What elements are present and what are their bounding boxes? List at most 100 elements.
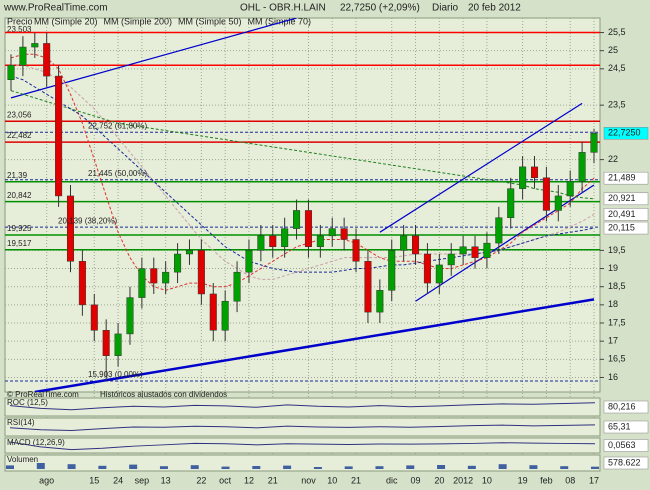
candle-body [185,250,193,255]
y-tick-label: 18,5 [608,281,626,291]
y-tick-label: 17 [608,336,618,346]
x-tick-label: 15 [89,475,99,485]
indicator-line [9,441,596,451]
candle-body [316,235,324,248]
candle-body [542,177,550,211]
candle-body [376,290,384,313]
x-tick-label: 21 [351,475,361,485]
indicator-bar [283,465,292,469]
x-tick-label: 21 [268,475,278,485]
value-box-label: 80,216 [608,401,636,411]
candle-body [328,228,336,237]
x-tick-label: 17 [589,475,599,485]
candle-body [530,166,539,179]
candle-body [245,250,253,273]
x-tick-label: 2012 [453,475,473,485]
y-tick-label: 22 [608,154,618,164]
indicator-panel [4,397,601,417]
x-tick-label: 20 [434,475,444,485]
indicator-line [9,402,596,411]
indicator-bar [344,466,353,469]
candle-body [174,253,182,273]
fib-label: 15,903 (0,00%) [88,370,143,379]
candle-body [150,268,158,284]
value-box [603,439,649,452]
moving-average [10,53,595,291]
x-tick-label: sep [135,475,150,485]
value-box-label: 20,921 [608,193,636,203]
value-box-label: 21,489 [608,173,636,183]
indicator-bar [190,465,199,469]
period: Diario [432,3,459,14]
legend-entry: MM (Simple 50) [178,16,242,26]
candle-body [209,293,217,331]
fib-label: 22,752 (61,80%) [88,121,147,130]
indicator-panel [4,437,601,454]
x-tick-label: ago [39,475,54,485]
value-box [603,208,649,221]
annotation: 23,503 [7,25,32,34]
value-box-label: 65,31 [608,421,631,431]
candle-body [7,64,15,80]
fib-label: 21,445 (50,00%) [88,169,147,178]
candle-body [197,250,205,295]
y-tick-label: 18 [608,299,618,309]
indicator-bar [221,466,230,469]
indicator-bar [252,466,261,469]
candle-body [423,253,431,284]
candle-body [162,271,170,284]
x-tick-label: dic [386,475,398,485]
x-tick-label: nov [301,475,316,485]
indicator-bar [406,465,415,469]
indicator-bar [467,465,476,469]
value-box [603,221,649,235]
value-box-label: 578.622 [608,457,641,467]
indicator-name: ROC (12,5) [7,398,48,407]
level-label: 19,925 [7,224,32,233]
indicator-bar [591,466,599,469]
date: 20 feb 2012 [468,3,521,14]
y-tick-label: 19,5 [608,245,626,255]
value-box [603,171,649,185]
moving-average [10,90,595,200]
candle-body [519,166,527,189]
value-box [603,127,649,140]
candle-body [590,133,598,153]
value-box [603,400,649,414]
candle-body [257,235,265,251]
value-box [603,456,649,470]
moving-average [10,75,595,273]
candle-body [66,195,75,262]
source: www.ProRealTime.com [3,3,108,14]
indicator-name: MACD (12,26,9) [7,438,65,447]
candle-body [578,152,586,182]
candle-body [483,242,491,258]
candle-body [102,330,110,356]
value-box-label: 20,115 [608,222,635,232]
x-tick-label: oct [219,475,232,485]
candle-body [340,228,348,240]
x-tick-label: 12 [244,475,254,485]
value-box [603,420,649,434]
y-tick-label: 16 [608,372,618,382]
value-box-label: 0,0563 [608,440,636,450]
indicator-bar [437,465,446,469]
level-label: 22,482 [7,131,32,140]
value-box [603,192,649,206]
y-tick-label: 24,5 [608,63,626,73]
candle-body [43,43,51,77]
candle-body [400,235,408,251]
indicator-bar [6,465,14,469]
legend-entry: MM (Simple 20) [34,16,98,26]
candle-body [435,264,443,284]
candle-body [233,271,241,302]
trend-line [379,102,583,233]
indicator-line [9,424,596,432]
candle-body [352,239,360,262]
y-tick-label: 23,5 [608,100,626,110]
candle-body [471,246,479,258]
legend-entry: MM (Simple 200) [104,16,173,26]
candle-body [126,297,134,335]
candle-body [221,300,229,331]
